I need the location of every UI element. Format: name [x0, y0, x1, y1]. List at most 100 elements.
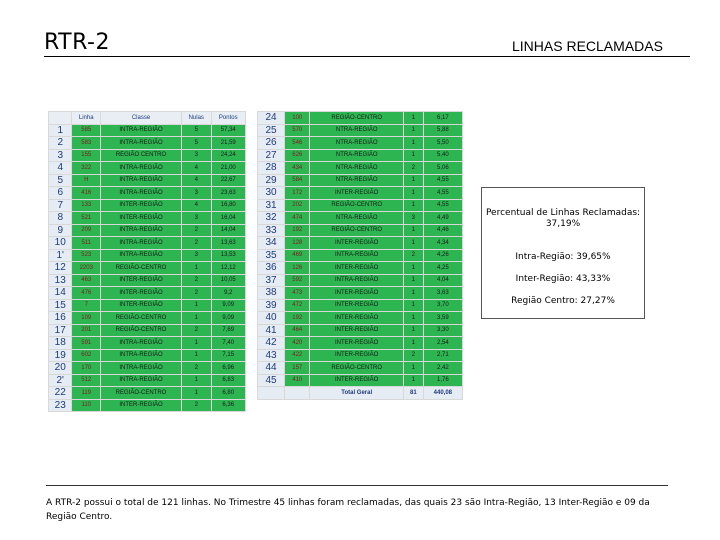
- table-cell: INTRA-REGIÃO: [100, 136, 182, 150]
- table-cell: 476: [71, 286, 102, 300]
- table-cell: 1: [180, 386, 212, 400]
- table-cell: 21,00: [210, 161, 247, 175]
- table-cell: 13: [47, 273, 73, 287]
- table-cell: INTER-REGIÃO: [309, 348, 405, 362]
- table-cell: 2: [180, 273, 212, 287]
- table-row: 40 192 INTER-REGIÃO 1 3,59: [256, 311, 464, 325]
- table-row: 10 511 INTRA-REGIÃO 2 13,63: [47, 236, 247, 250]
- table-row: 42 420 INTER-REGIÃO 1 2,54: [256, 336, 464, 350]
- table-cell: 1: [403, 311, 424, 325]
- table-cell: 22,67: [210, 173, 247, 187]
- table-cell: 4,55: [422, 173, 464, 187]
- table-row: 14 476 INTER-REGIÃO 2 9,2: [47, 286, 247, 300]
- table-row: 9 209 INTRA-REGIÃO 2 14,04: [47, 223, 247, 237]
- total-cell: [284, 386, 311, 400]
- table-cell: 34: [256, 236, 286, 250]
- table-cell: 1: [403, 173, 424, 187]
- table-cell: 192: [284, 311, 311, 325]
- table-cell: 18: [47, 336, 73, 350]
- table-cell: 523: [71, 248, 102, 262]
- table-row: 30 172 INTER-REGIÃO 1 4,55: [256, 186, 464, 200]
- total-cell: Total Geral: [309, 386, 405, 400]
- summary-intra: Intra-Região: 39,65%: [515, 252, 611, 262]
- table-row: 19 602 INTRA-REGIÃO 1 7,15: [47, 348, 247, 362]
- table-cell: 2': [47, 373, 73, 387]
- table-cell: 1: [403, 323, 424, 337]
- table-cell: 10,05: [210, 273, 247, 287]
- table-row: 41 464 INTER-REGIÃO 1 3,30: [256, 323, 464, 337]
- table-cell: INTER-REGIÃO: [100, 273, 182, 287]
- table-cell: 422: [284, 348, 311, 362]
- table-cell: INTRA-REGIÃO: [100, 161, 182, 175]
- table-cell: REGIÃO CENTRO: [100, 148, 182, 162]
- table-cell: 9,09: [210, 311, 247, 325]
- table-cell: 2: [403, 348, 424, 362]
- table-cell: 6,36: [210, 398, 247, 412]
- table-row: 6 416 INTRA-REGIÃO 3 23,63: [47, 186, 247, 200]
- table-cell: 434: [284, 161, 311, 175]
- table-cell: 1: [403, 286, 424, 300]
- table-cell: 4,04: [422, 273, 464, 287]
- table-cell: 29: [256, 173, 286, 187]
- table-row: 2 583 INTRA-REGIÃO 5 21,59: [47, 136, 247, 150]
- table-cell: 45: [256, 373, 286, 387]
- table-row: 34 128 INTER-REGIÃO 1 4,34: [256, 236, 464, 250]
- table-cell: 35: [256, 248, 286, 262]
- table-cell: INTRA-REGIÃO: [100, 186, 182, 200]
- table-cell: 33: [256, 223, 286, 237]
- table-cell: 463: [71, 273, 102, 287]
- table-row: 32 474 NTRA-REGIÃO 3 4,49: [256, 211, 464, 225]
- table-cell: 3: [180, 186, 212, 200]
- table-cell: 1: [180, 373, 212, 387]
- table-cell: INTER-REGIÃO: [309, 336, 405, 350]
- table-row: 27 626 NTRA-REGIÃO 1 5,40: [256, 148, 464, 162]
- table-cell: 9,09: [210, 298, 247, 312]
- table-cell: 1: [403, 298, 424, 312]
- table-cell: 2: [47, 136, 73, 150]
- table-cell: 14: [47, 286, 73, 300]
- table-cell: 2,71: [422, 348, 464, 362]
- table-row: 3 155 REGIÃO CENTRO 3 24,24: [47, 148, 247, 162]
- table-cell: 24: [256, 111, 286, 125]
- table-cell: INTER-REGIÃO: [309, 323, 405, 337]
- table-cell: 9,2: [210, 286, 247, 300]
- complaints-table-right: 24 100 REGIÃO-CENTRO 1 6,17 25 570 NTRA-REGIÃO 1…: [256, 111, 464, 400]
- table-row: 23 110 INTER-REGIÃO 2 6,36: [47, 398, 247, 412]
- table-cell: 583: [71, 136, 102, 150]
- table-cell: 591: [71, 336, 102, 350]
- table-cell: 26: [256, 136, 286, 150]
- table-cell: 592: [284, 273, 311, 287]
- table-cell: 1: [47, 123, 73, 137]
- table-cell: INTER-REGIÃO: [309, 261, 405, 275]
- table-cell: INTRA-REGIÃO: [100, 248, 182, 262]
- table-cell: 157: [284, 361, 311, 375]
- table-cell: 6,17: [422, 111, 464, 125]
- table-row: 38 473 INTER-REGIÃO 1 3,63: [256, 286, 464, 300]
- table-cell: 3,59: [422, 311, 464, 325]
- table-row: 24 100 REGIÃO-CENTRO 1 6,17: [256, 111, 464, 125]
- total-cell: [256, 386, 286, 400]
- table-cell: 23,63: [210, 186, 247, 200]
- table-cell: 512: [71, 373, 102, 387]
- table-cell: 22: [47, 386, 73, 400]
- table-cell: 126: [284, 261, 311, 275]
- table-cell: 521: [71, 211, 102, 225]
- table-cell: 420: [284, 336, 311, 350]
- table-cell: NTRA-REGIÃO: [309, 136, 405, 150]
- table-cell: NTRA-REGIÃO: [309, 173, 405, 187]
- table-cell: 16,80: [210, 198, 247, 212]
- table-cell: 2,54: [422, 336, 464, 350]
- table-cell: REGIÃO-CENTRO: [100, 311, 182, 325]
- table-cell: 410: [284, 373, 311, 387]
- table-cell: 3: [47, 148, 73, 162]
- table-cell: 5: [180, 123, 212, 137]
- table-cell: 1: [403, 198, 424, 212]
- table-row: 1' 523 INTRA-REGIÃO 3 13,53: [47, 248, 247, 262]
- table-cell: 41: [256, 323, 286, 337]
- table-cell: REGIÃO-CENTRO: [309, 361, 405, 375]
- total-cell: 440,08: [422, 386, 464, 400]
- table-cell: 1: [403, 261, 424, 275]
- table-cell: 42: [256, 336, 286, 350]
- table-cell: 43: [256, 348, 286, 362]
- table-row: 18 591 INTRA-REGIÃO 1 7,40: [47, 336, 247, 350]
